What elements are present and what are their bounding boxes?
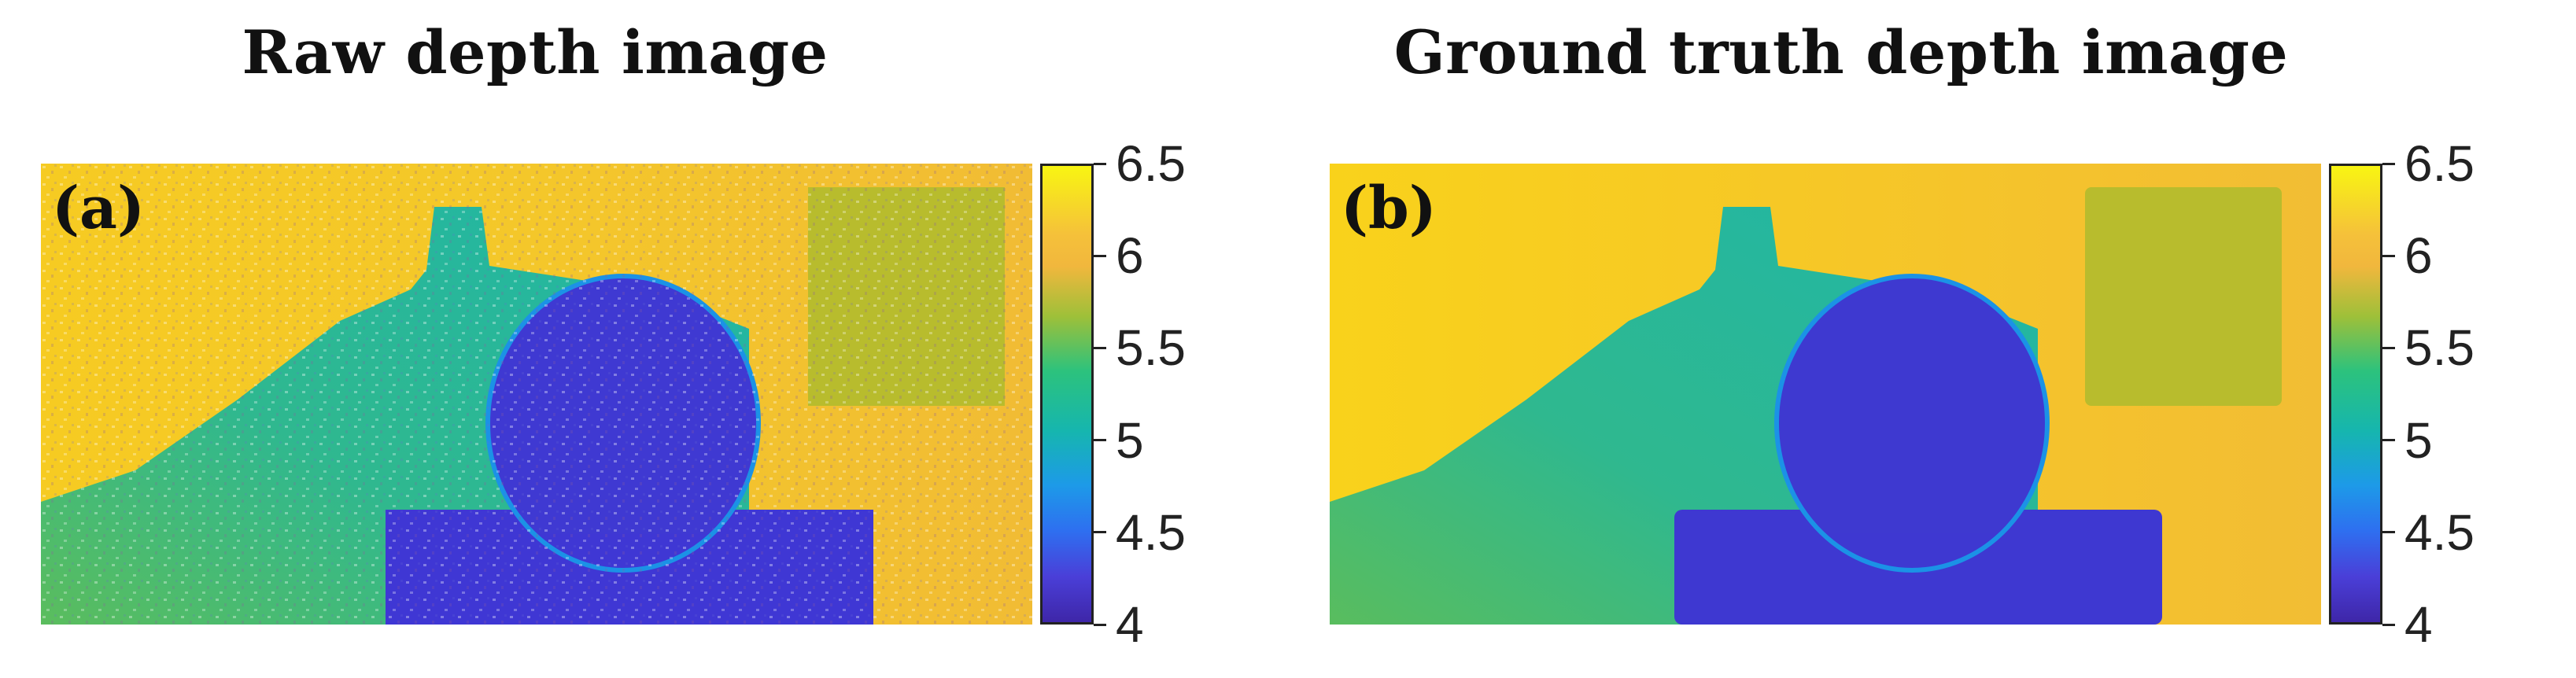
- colorbar-a: [1040, 164, 1094, 625]
- colorbar-tick-label: 6: [2404, 227, 2433, 285]
- colorbar-tick: [1094, 623, 1106, 626]
- colorbar-tick: [2382, 346, 2395, 349]
- panel-label-a: (a): [52, 175, 145, 242]
- colorbar-tick: [1094, 439, 1106, 442]
- colorbar-tick-label: 6: [1116, 227, 1144, 285]
- panel-title-a: Raw depth image: [242, 17, 829, 87]
- colorbar-tick-label: 5: [2404, 411, 2433, 469]
- colorbar-tick: [2382, 254, 2395, 257]
- panel-raw-depth: (a): [41, 164, 1032, 625]
- colorbar-tick-label: 4: [2404, 596, 2433, 653]
- colorbar-tick-label: 6.5: [1116, 135, 1186, 192]
- colorbar-tick-label: 5.5: [2404, 319, 2475, 377]
- head-region: [1778, 278, 2046, 569]
- colorbar-tick: [1094, 254, 1106, 257]
- colorbar-tick: [1094, 162, 1106, 165]
- colorbar-tick-label: 4.5: [1116, 503, 1186, 561]
- colorbar-tick: [2382, 439, 2395, 442]
- colorbar-tick-label: 4: [1116, 596, 1144, 653]
- colorbar-tick: [2382, 531, 2395, 534]
- colorbar-b: [2329, 164, 2382, 625]
- panel-title-b: Ground truth depth image: [1393, 17, 2289, 87]
- colorbar-tick: [2382, 162, 2395, 165]
- colorbar-tick: [1094, 346, 1106, 349]
- raw-depth-image: [41, 164, 1032, 625]
- colorbar-tick: [2382, 623, 2395, 626]
- panel-label-b: (b): [1341, 175, 1437, 242]
- ground-truth-depth-image: [1330, 164, 2321, 625]
- colorbar-tick-label: 5: [1116, 411, 1144, 469]
- colorbar-tick-label: 6.5: [2404, 135, 2475, 192]
- colorbar-tick-label: 4.5: [2404, 503, 2475, 561]
- colorbar-tick-label: 5.5: [1116, 319, 1186, 377]
- colorbar-tick: [1094, 531, 1106, 534]
- panel-ground-truth-depth: (b): [1330, 164, 2321, 625]
- board-region: [2085, 187, 2282, 406]
